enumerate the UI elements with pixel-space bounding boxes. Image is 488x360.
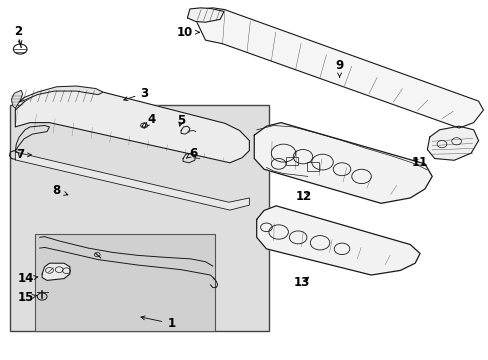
- Text: 1: 1: [141, 316, 175, 330]
- Bar: [10, 105, 268, 330]
- Bar: [306, 162, 318, 171]
- Polygon shape: [190, 8, 483, 128]
- Text: 8: 8: [53, 184, 68, 197]
- Text: 12: 12: [295, 190, 311, 203]
- Polygon shape: [427, 126, 478, 160]
- Text: 13: 13: [293, 276, 309, 289]
- Text: 7: 7: [16, 148, 31, 161]
- Text: 2: 2: [14, 25, 22, 45]
- Text: 10: 10: [177, 26, 199, 39]
- Text: 9: 9: [335, 59, 343, 77]
- Text: 5: 5: [177, 114, 185, 127]
- Polygon shape: [256, 206, 419, 275]
- Polygon shape: [11, 90, 22, 108]
- Text: 14: 14: [18, 272, 38, 285]
- Text: 3: 3: [123, 87, 148, 100]
- Text: 11: 11: [411, 156, 427, 168]
- Text: 4: 4: [144, 113, 156, 127]
- Polygon shape: [15, 87, 249, 163]
- Bar: [286, 157, 298, 165]
- Bar: [35, 234, 215, 330]
- Polygon shape: [254, 123, 431, 203]
- Text: 6: 6: [186, 147, 197, 159]
- Text: 15: 15: [18, 291, 37, 304]
- Polygon shape: [19, 86, 103, 102]
- Polygon shape: [42, 263, 70, 280]
- Polygon shape: [15, 152, 249, 210]
- Polygon shape: [187, 8, 224, 22]
